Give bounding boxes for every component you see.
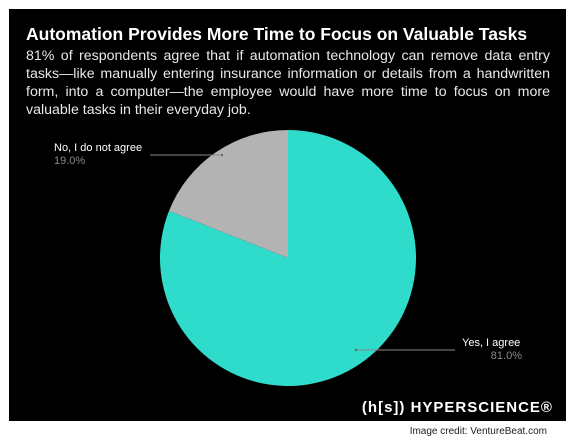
value-label: 81.0% [491, 350, 522, 362]
image-credit: Image credit: VentureBeat.com [409, 426, 547, 437]
category-label: No, I do not agree [54, 142, 142, 154]
category-label: Yes, I agree [462, 337, 520, 349]
brand-logo: (h[s]) HYPERSCIENCE® [361, 399, 553, 416]
leader-dot [354, 348, 358, 352]
chart-subtitle: 81% of respondents agree that if automat… [26, 48, 550, 118]
leader-dot [220, 153, 224, 157]
value-label: 19.0% [54, 155, 85, 167]
pie-slice [168, 130, 288, 258]
chart-title: Automation Provides More Time to Focus o… [26, 24, 528, 44]
